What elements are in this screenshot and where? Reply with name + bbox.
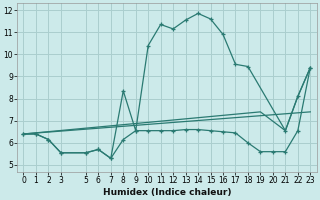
X-axis label: Humidex (Indice chaleur): Humidex (Indice chaleur) [103, 188, 231, 197]
